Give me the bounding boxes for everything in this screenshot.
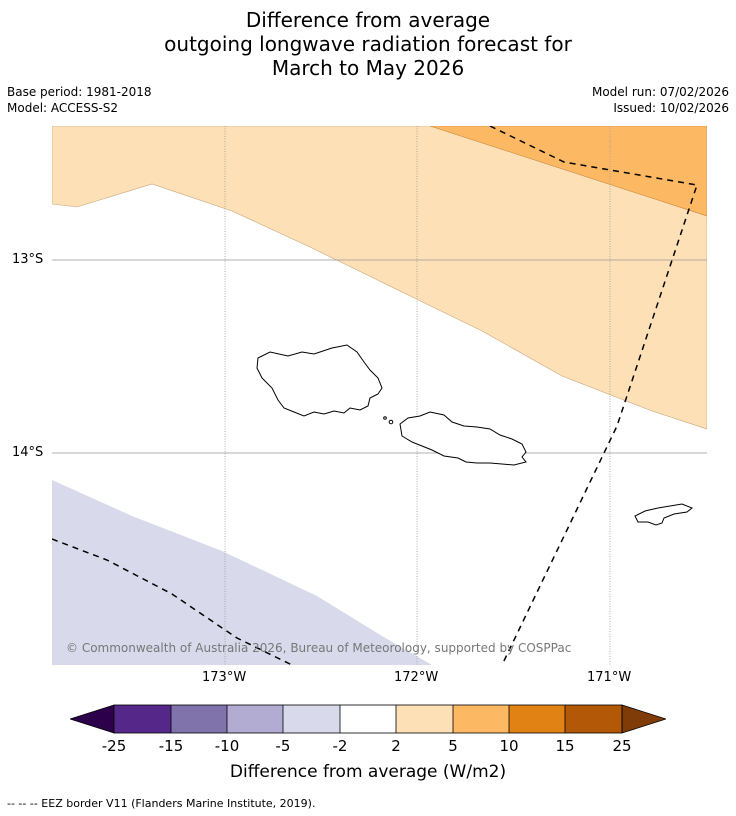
colorbar-arrow-low [70,704,115,734]
colorbar-bin-m25-m15 [114,705,171,733]
manono-islet [388,419,394,425]
colorbar-tick-label: 5 [448,737,458,755]
colorbar-bin-2-5 [396,705,453,733]
title-line-2: outgoing longwave radiation forecast for [164,32,572,56]
model-name: Model: ACCESS-S2 [7,101,119,115]
colorbar-bin-m2-2 [340,705,396,733]
eez-legend-note: -- -- -- EEZ border V11 (Flanders Marine… [7,797,316,810]
colorbar-bin-m5-m2 [283,705,340,733]
lat-label-13s: 13°S [12,252,44,267]
colorbar-tick-label: 10 [499,737,519,755]
colorbar-tick-label: -25 [101,737,127,755]
graticule [52,126,707,665]
base-period: Base period: 1981-2018 [7,85,152,99]
savaii-island [256,344,383,417]
anomaly-band-2-5 [52,126,707,430]
lat-label-14s: 14°S [12,445,44,460]
title-line-3: March to May 2026 [271,56,465,80]
colorbar-bin-15-25 [565,705,622,733]
forecast-map [52,126,707,665]
colorbar-bin-10-15 [509,705,565,733]
colorbar-tick-label: 2 [391,737,401,755]
eez-border-southwest [52,538,293,665]
lon-label-172w: 172°W [394,670,439,685]
colorbar-bin-m15-m10 [171,705,227,733]
lon-label-171w: 171°W [587,670,632,685]
colorbar-tick-label: -2 [332,737,348,755]
anomaly-band-minus5-minus2 [52,480,432,665]
title-line-1: Difference from average [245,8,491,32]
colorbar-tick-label: -10 [214,737,240,755]
colorbar-bin-5-10 [453,705,509,733]
colorbar-dividers [170,705,566,733]
upolu-island [399,411,527,466]
model-run: Model run: 07/02/2026 [591,85,729,99]
colorbar-arrow-high [621,704,666,734]
lon-label-173w: 173°W [202,670,247,685]
colorbar-bin-m10-m5 [227,705,283,733]
colorbar-tick-label: 25 [612,737,632,755]
colorbar-tick-label: -5 [275,737,291,755]
land-outlines [256,344,693,526]
colorbar-title: Difference from average (W/m2) [229,762,507,782]
copyright-notice: © Commonwealth of Australia 2026, Bureau… [66,641,572,655]
anomaly-band-5-10 [429,126,707,217]
colorbar-tick-label: -15 [158,737,184,755]
tutuila-island [634,503,693,526]
colorbar-frame [113,704,623,734]
apolima-islet [383,416,387,420]
issued-date: Issued: 10/02/2026 [613,101,729,115]
colorbar-tick-label: 15 [555,737,575,755]
colorbar [70,704,666,734]
